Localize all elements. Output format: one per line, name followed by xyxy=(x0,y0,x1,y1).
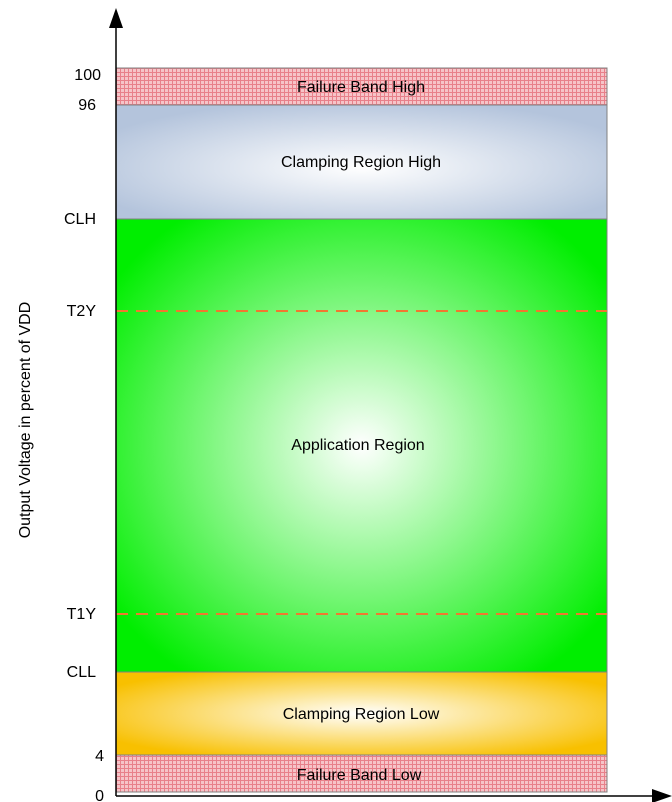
tick-label-clh: CLH xyxy=(64,211,96,228)
clamping-region-high xyxy=(115,104,608,220)
x-axis-arrow-icon xyxy=(652,789,672,802)
failure-band-high-label: Failure Band High xyxy=(297,79,425,96)
tick-label-cll: CLL xyxy=(67,664,96,681)
failure-band-high xyxy=(115,67,608,106)
tick-label-4: 4 xyxy=(95,748,104,765)
failure-band-low xyxy=(115,754,608,793)
application-region-label: Application Region xyxy=(291,437,424,454)
failure-band-low-label: Failure Band Low xyxy=(297,767,422,784)
tick-label-t1y: T1Y xyxy=(67,606,97,623)
tick-label-0: 0 xyxy=(95,788,104,802)
tick-label-t2y: T2Y xyxy=(67,303,97,320)
tick-label-96: 96 xyxy=(78,97,96,114)
clamping-region-high-label: Clamping Region High xyxy=(281,154,441,171)
tick-label-100: 100 xyxy=(74,67,101,84)
clamping-region-low xyxy=(115,671,608,756)
clamping-region-low-label: Clamping Region Low xyxy=(283,706,440,723)
application-region xyxy=(115,218,608,673)
y-axis-arrow-icon xyxy=(109,8,123,28)
y-axis-label: Output Voltage in percent of VDD xyxy=(17,302,34,539)
